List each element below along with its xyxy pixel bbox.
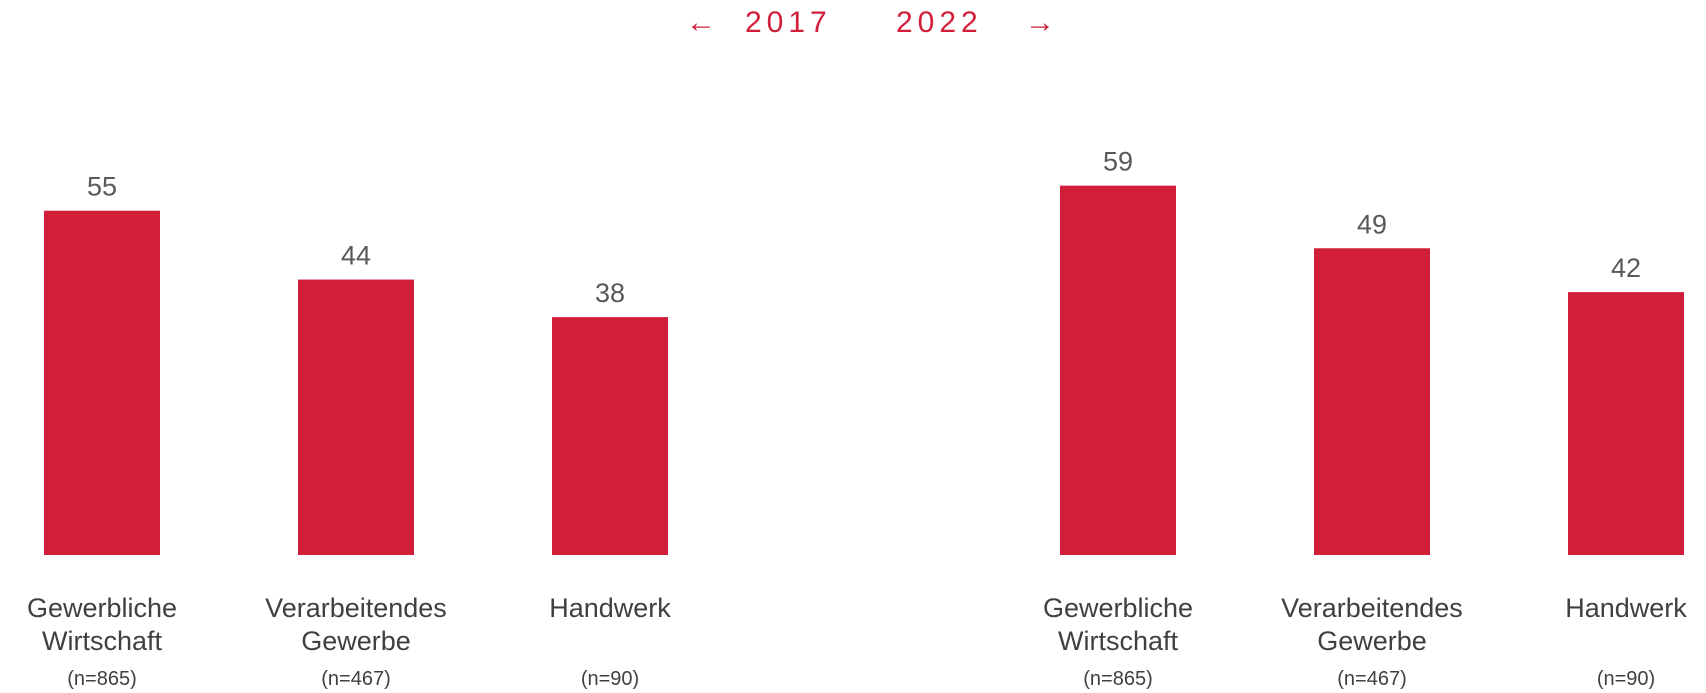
- sample-size-label: (n=90): [1597, 668, 1655, 690]
- value-label: 38: [595, 278, 625, 308]
- category-label: Handwerk: [549, 593, 671, 623]
- sample-size-label: (n=865): [67, 668, 137, 690]
- value-label: 44: [341, 241, 371, 271]
- bar: [44, 211, 160, 555]
- category-label: Gewerbliche: [1043, 593, 1193, 623]
- value-label: 55: [87, 172, 117, 202]
- value-label: 59: [1103, 147, 1133, 177]
- category-label: Wirtschaft: [42, 626, 163, 656]
- category-label: Verarbeitendes: [1281, 593, 1463, 623]
- value-label: 42: [1611, 253, 1641, 283]
- category-label: Gewerbe: [301, 626, 411, 656]
- category-label: Handwerk: [1565, 593, 1687, 623]
- bar: [552, 317, 668, 555]
- sample-size-label: (n=467): [1337, 668, 1407, 690]
- sample-size-label: (n=865): [1083, 668, 1153, 690]
- sample-size-label: (n=467): [321, 668, 391, 690]
- bar: [298, 280, 414, 555]
- category-label: Wirtschaft: [1058, 626, 1179, 656]
- value-label: 49: [1357, 209, 1387, 239]
- bar: [1060, 186, 1176, 555]
- bar: [1314, 248, 1430, 555]
- sample-size-label: (n=90): [581, 668, 639, 690]
- category-label: Gewerbe: [1317, 626, 1427, 656]
- category-label: Gewerbliche: [27, 593, 177, 623]
- bar: [1568, 292, 1684, 555]
- category-label: Verarbeitendes: [265, 593, 447, 623]
